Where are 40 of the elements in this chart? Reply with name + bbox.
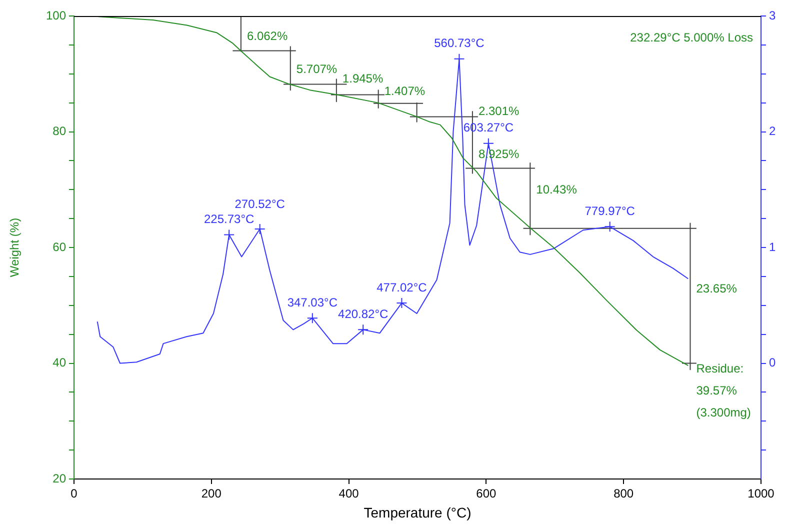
annotation: 6.062%: [246, 29, 288, 44]
y-tick-label: 40: [52, 356, 66, 370]
point: [224, 229, 235, 240]
annotation: 1.407%: [384, 84, 426, 98]
x-tick-label: 0: [70, 486, 78, 501]
annotation: 10.43%: [536, 182, 578, 197]
y2-tick-label: 0: [769, 356, 776, 370]
point: [358, 324, 369, 336]
annotation: 1.945%: [342, 71, 384, 86]
point: [254, 223, 266, 234]
y-tick-label: 80: [52, 124, 66, 138]
annotation: 779.97°C: [584, 204, 636, 218]
annotation: 23.65%: [696, 281, 738, 296]
x-tick-label: 400: [338, 486, 360, 501]
annotation: 232.29°C 5.000% Loss: [630, 30, 753, 44]
point: [396, 298, 408, 309]
x-tick-label: 600: [476, 486, 497, 501]
annotation: 347.03°C: [287, 295, 338, 310]
point: [482, 138, 494, 149]
annotation: 2.301%: [478, 104, 520, 118]
annotation: 5.707%: [296, 62, 338, 76]
annotation: Residue: 39.57% (3.300mg): [696, 361, 751, 420]
annotation: 225.73°C: [204, 212, 254, 226]
annotation: 477.02°C: [376, 280, 428, 294]
annotation: 270.52°C: [234, 197, 286, 212]
annotation: 560.73°C: [434, 36, 485, 50]
y2-tick-label: 2: [769, 124, 776, 138]
y-axis-title: Weight (%): [8, 218, 22, 278]
annotation: 420.82°C: [338, 306, 389, 321]
y-tick-label: 20: [52, 471, 66, 486]
x-tick-label: 800: [614, 486, 634, 501]
y-tick-label: 100: [46, 8, 66, 22]
x-tick-label: 1000: [748, 486, 775, 501]
y2-tick-label: 1: [769, 240, 776, 254]
point: [306, 312, 318, 324]
y2-tick-label: 3: [769, 8, 776, 22]
point: [604, 221, 616, 232]
y-tick-label: 60: [52, 240, 66, 254]
x-axis-title: Temperature (°C): [364, 504, 472, 520]
x-tick-label: 200: [201, 486, 222, 501]
